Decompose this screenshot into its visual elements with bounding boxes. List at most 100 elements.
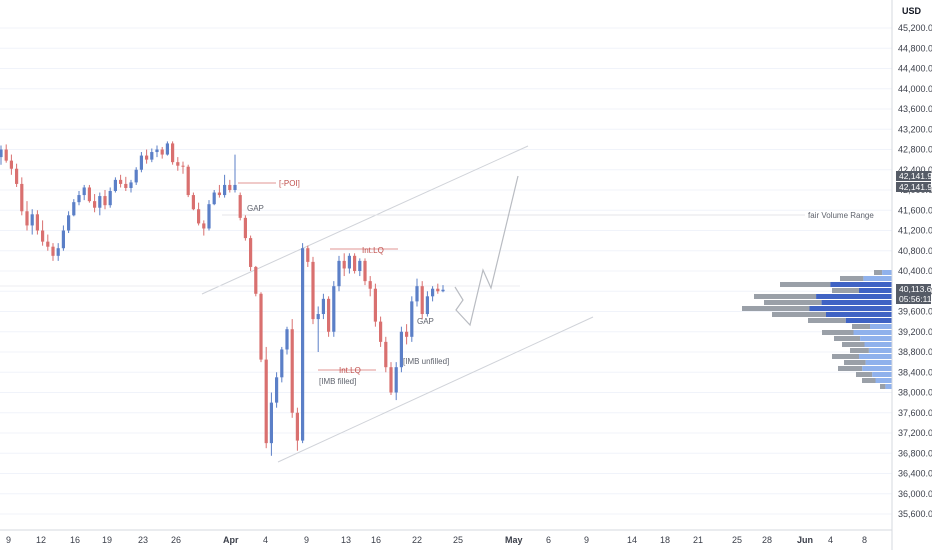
candle[interactable] xyxy=(30,209,34,235)
candle[interactable] xyxy=(119,174,123,188)
candle[interactable] xyxy=(358,258,362,277)
candle[interactable] xyxy=(176,157,180,171)
candle[interactable] xyxy=(316,306,320,352)
candle[interactable] xyxy=(275,372,279,408)
candle[interactable] xyxy=(259,292,263,363)
candle[interactable] xyxy=(342,253,346,277)
candle[interactable] xyxy=(311,256,315,325)
candle[interactable] xyxy=(394,362,398,401)
candle[interactable] xyxy=(51,243,55,261)
candle[interactable] xyxy=(420,281,424,320)
candle[interactable] xyxy=(363,258,367,286)
channel-lower-line[interactable] xyxy=(277,316,594,463)
candle[interactable] xyxy=(337,255,341,292)
candle[interactable] xyxy=(425,291,429,317)
candle[interactable] xyxy=(223,174,227,198)
candle[interactable] xyxy=(295,407,299,451)
candle[interactable] xyxy=(436,283,440,294)
price-axis[interactable]: 45,200.0 44,800.0 44,400.0 44,000.0 43,600.0… xyxy=(898,23,932,519)
candle[interactable] xyxy=(405,324,409,345)
candle[interactable] xyxy=(145,149,149,164)
candle[interactable] xyxy=(207,200,211,231)
candle[interactable] xyxy=(56,243,60,261)
candle[interactable] xyxy=(108,187,112,208)
candle[interactable] xyxy=(384,336,388,373)
time-tick-label: 4 xyxy=(263,535,268,545)
candle[interactable] xyxy=(171,141,175,165)
candle[interactable] xyxy=(415,278,419,307)
candle[interactable] xyxy=(20,177,24,216)
candle[interactable] xyxy=(61,225,65,251)
candle[interactable] xyxy=(233,154,237,193)
candle[interactable] xyxy=(399,326,403,373)
candle[interactable] xyxy=(186,164,190,198)
candle[interactable] xyxy=(93,194,97,213)
candle[interactable] xyxy=(139,152,143,173)
candle[interactable] xyxy=(113,177,117,193)
candle[interactable] xyxy=(321,293,325,320)
candle[interactable] xyxy=(103,190,107,210)
candle[interactable] xyxy=(441,285,445,293)
candle[interactable] xyxy=(290,319,294,418)
candle-body xyxy=(379,321,383,342)
volume-bar-buy xyxy=(872,372,892,377)
candle[interactable] xyxy=(228,179,232,193)
candle[interactable] xyxy=(264,346,268,449)
candle[interactable] xyxy=(243,215,247,241)
candle[interactable] xyxy=(129,179,133,193)
candle[interactable] xyxy=(301,243,305,444)
time-axis[interactable]: 9 12 16 19 23 26 Apr 4 9 13 16 22 25 May 6 9 14 18 21 25 28 J… xyxy=(6,535,867,545)
projection-path[interactable] xyxy=(454,175,519,327)
candle[interactable] xyxy=(0,145,3,165)
volume-bar-sell xyxy=(780,282,831,287)
candle[interactable] xyxy=(410,296,414,342)
candle[interactable] xyxy=(165,141,169,156)
candle[interactable] xyxy=(87,184,91,203)
candle[interactable] xyxy=(373,283,377,327)
candle[interactable] xyxy=(46,234,50,251)
candle[interactable] xyxy=(332,281,336,337)
candle[interactable] xyxy=(124,176,128,192)
candle[interactable] xyxy=(98,192,102,216)
candle[interactable] xyxy=(306,245,310,267)
candle[interactable] xyxy=(181,161,185,174)
time-tick-label: Jun xyxy=(797,535,813,545)
candle[interactable] xyxy=(155,145,159,158)
candle[interactable] xyxy=(67,211,71,234)
time-tick-label: 16 xyxy=(371,535,381,545)
candle[interactable] xyxy=(389,362,393,396)
candle[interactable] xyxy=(238,192,242,221)
candle[interactable] xyxy=(15,163,19,187)
candle[interactable] xyxy=(368,276,372,297)
candle[interactable] xyxy=(217,184,221,198)
candle[interactable] xyxy=(191,192,195,211)
candle[interactable] xyxy=(25,201,29,231)
time-tick-label: 26 xyxy=(171,535,181,545)
candle[interactable] xyxy=(285,326,289,355)
candle[interactable] xyxy=(160,146,164,159)
candle[interactable] xyxy=(269,392,273,456)
trend-channel[interactable] xyxy=(0,145,805,463)
candle[interactable] xyxy=(35,210,39,235)
candle[interactable] xyxy=(150,148,154,163)
candle[interactable] xyxy=(254,265,258,297)
candle[interactable] xyxy=(197,202,201,226)
candle[interactable] xyxy=(347,253,351,274)
volume-profile[interactable] xyxy=(742,270,892,389)
candle[interactable] xyxy=(41,220,45,246)
candle[interactable] xyxy=(327,296,331,337)
candle[interactable] xyxy=(212,190,216,206)
candle[interactable] xyxy=(249,235,253,271)
candle[interactable] xyxy=(431,286,435,302)
candle[interactable] xyxy=(4,144,8,163)
candle[interactable] xyxy=(82,184,86,201)
candle[interactable] xyxy=(353,253,357,274)
candle[interactable] xyxy=(77,191,81,206)
candle[interactable] xyxy=(379,316,383,347)
candle[interactable] xyxy=(134,167,138,185)
candle[interactable] xyxy=(9,154,13,175)
candle[interactable] xyxy=(280,346,284,383)
candle[interactable] xyxy=(202,220,206,236)
candle[interactable] xyxy=(72,199,76,217)
